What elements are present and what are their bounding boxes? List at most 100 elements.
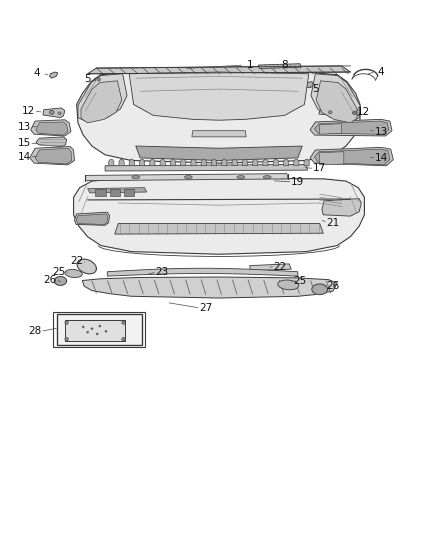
Polygon shape — [320, 152, 344, 165]
Polygon shape — [250, 264, 291, 271]
Polygon shape — [77, 70, 360, 163]
Ellipse shape — [132, 175, 140, 179]
Text: 15: 15 — [18, 138, 31, 148]
Polygon shape — [81, 81, 122, 123]
Text: 4: 4 — [34, 68, 41, 78]
Polygon shape — [82, 277, 337, 298]
Text: 13: 13 — [374, 127, 388, 136]
Polygon shape — [115, 223, 323, 234]
Polygon shape — [180, 159, 186, 166]
Polygon shape — [74, 178, 364, 254]
Circle shape — [65, 321, 68, 324]
Text: 12: 12 — [22, 106, 35, 116]
Polygon shape — [160, 159, 165, 166]
Circle shape — [91, 327, 93, 330]
Polygon shape — [119, 159, 124, 166]
Ellipse shape — [184, 175, 192, 179]
Polygon shape — [314, 121, 389, 134]
Text: 19: 19 — [291, 177, 304, 187]
Polygon shape — [129, 72, 309, 120]
Ellipse shape — [328, 111, 332, 114]
Polygon shape — [253, 159, 258, 166]
Polygon shape — [305, 82, 314, 88]
Text: 23: 23 — [155, 266, 169, 277]
Polygon shape — [273, 159, 279, 166]
Polygon shape — [192, 131, 246, 137]
Text: 14: 14 — [18, 152, 31, 162]
Polygon shape — [129, 159, 134, 166]
Text: 22: 22 — [70, 256, 83, 266]
Polygon shape — [36, 122, 68, 135]
Text: 4: 4 — [378, 67, 385, 77]
Polygon shape — [94, 76, 103, 84]
Polygon shape — [124, 189, 134, 196]
Polygon shape — [110, 189, 120, 196]
Text: 26: 26 — [44, 274, 57, 285]
Polygon shape — [49, 72, 58, 78]
Ellipse shape — [353, 111, 357, 115]
Polygon shape — [212, 159, 217, 166]
Polygon shape — [107, 268, 298, 276]
Polygon shape — [322, 199, 361, 216]
Text: 25: 25 — [293, 276, 307, 286]
Text: 21: 21 — [326, 217, 339, 228]
Ellipse shape — [49, 110, 54, 114]
Polygon shape — [304, 159, 309, 166]
Polygon shape — [310, 119, 392, 136]
Polygon shape — [88, 188, 147, 193]
Polygon shape — [222, 159, 227, 166]
Text: 26: 26 — [326, 281, 339, 291]
Circle shape — [65, 337, 68, 341]
Polygon shape — [76, 214, 108, 224]
Polygon shape — [170, 159, 176, 166]
Polygon shape — [109, 159, 114, 166]
Polygon shape — [312, 284, 328, 295]
Ellipse shape — [98, 78, 100, 81]
Polygon shape — [36, 137, 67, 147]
Text: 17: 17 — [313, 164, 326, 173]
Circle shape — [86, 331, 89, 334]
Polygon shape — [35, 148, 72, 164]
Bar — [65, 320, 125, 341]
Polygon shape — [294, 159, 299, 166]
Text: 5: 5 — [312, 84, 319, 94]
Text: 27: 27 — [199, 303, 212, 313]
Polygon shape — [316, 81, 357, 123]
Polygon shape — [105, 165, 307, 171]
Polygon shape — [319, 109, 360, 117]
Polygon shape — [85, 174, 288, 181]
Text: 14: 14 — [374, 153, 388, 163]
Text: 22: 22 — [274, 262, 287, 271]
Polygon shape — [31, 120, 71, 136]
Polygon shape — [88, 66, 350, 74]
Bar — [57, 314, 142, 345]
Text: 1: 1 — [246, 60, 253, 70]
Polygon shape — [258, 64, 301, 69]
Ellipse shape — [65, 270, 82, 278]
Polygon shape — [139, 159, 145, 166]
Text: 25: 25 — [53, 266, 66, 277]
Polygon shape — [283, 159, 289, 166]
Ellipse shape — [278, 280, 299, 290]
Polygon shape — [311, 74, 360, 122]
Ellipse shape — [263, 175, 271, 179]
Text: 8: 8 — [281, 60, 288, 70]
Text: 13: 13 — [18, 122, 31, 132]
Polygon shape — [54, 277, 67, 285]
Polygon shape — [43, 108, 65, 118]
Circle shape — [122, 321, 125, 324]
Circle shape — [105, 330, 107, 333]
Polygon shape — [201, 159, 206, 166]
Polygon shape — [191, 159, 196, 166]
Polygon shape — [310, 147, 393, 166]
Circle shape — [99, 325, 101, 327]
Text: 28: 28 — [28, 326, 42, 336]
Ellipse shape — [237, 175, 245, 179]
Circle shape — [122, 337, 125, 341]
Polygon shape — [78, 74, 127, 122]
Bar — [53, 312, 145, 347]
Polygon shape — [320, 124, 342, 134]
Ellipse shape — [58, 112, 61, 115]
Circle shape — [82, 326, 85, 328]
Polygon shape — [95, 189, 106, 196]
